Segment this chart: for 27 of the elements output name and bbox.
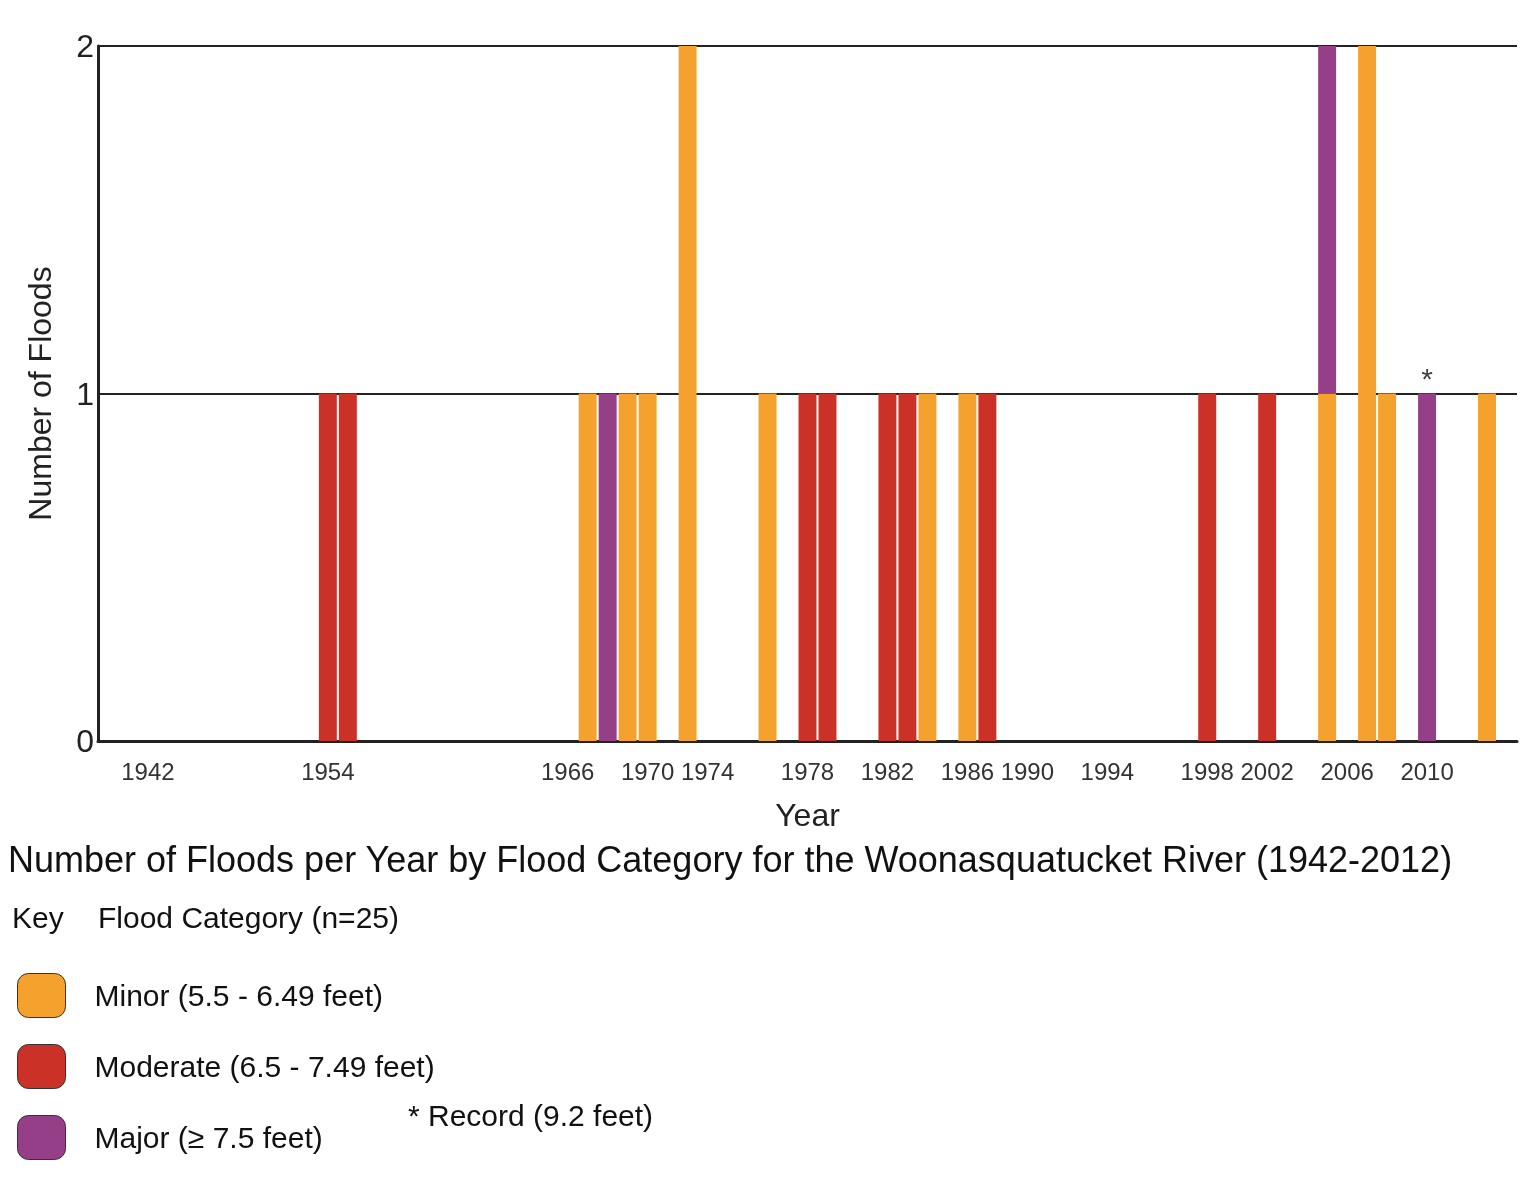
x-tick-label: 2010	[1400, 757, 1454, 785]
x-tick-label: 1986	[940, 757, 995, 785]
text: Number of Floods per Year by Flood Category for the Woonasquatucket River (1942-2012)	[8, 838, 1453, 880]
text: Key	[12, 900, 64, 934]
x-tick-label: 1990	[1000, 757, 1055, 785]
x-tick-label: 1998	[1180, 757, 1234, 785]
legend-label: Major (≥ 7.5 feet)	[94, 1121, 323, 1154]
annotation: *	[1421, 362, 1434, 395]
y-tick-label: 2	[76, 28, 94, 64]
y-tick-label: 1	[76, 375, 94, 412]
x-tick-label: 1994	[1080, 757, 1134, 785]
legend-label: Minor (5.5 - 6.49 feet)	[94, 979, 383, 1012]
y-axis-title: Number of Floods	[22, 266, 58, 521]
x-tick-label: 1942	[121, 757, 175, 785]
x-tick-label: 1974	[680, 757, 735, 785]
x-tick-label: 1954	[301, 757, 355, 785]
legend-title: Flood Category (n=25)	[98, 900, 399, 934]
x-tick-label: 1978	[780, 757, 835, 785]
legend-label: Moderate (6.5 - 7.49 feet)	[94, 1050, 435, 1083]
x-axis-title: Year	[775, 797, 841, 833]
x-tick-label: 2002	[1240, 757, 1294, 785]
x-tick-label: 1966	[540, 757, 595, 785]
y-tick-label: 0	[76, 723, 94, 759]
text: * Record (9.2 feet)	[408, 1098, 654, 1132]
x-tick-label: 1982	[860, 757, 915, 785]
x-tick-label: 2006	[1320, 757, 1374, 785]
x-tick-label: 1970	[620, 757, 675, 785]
